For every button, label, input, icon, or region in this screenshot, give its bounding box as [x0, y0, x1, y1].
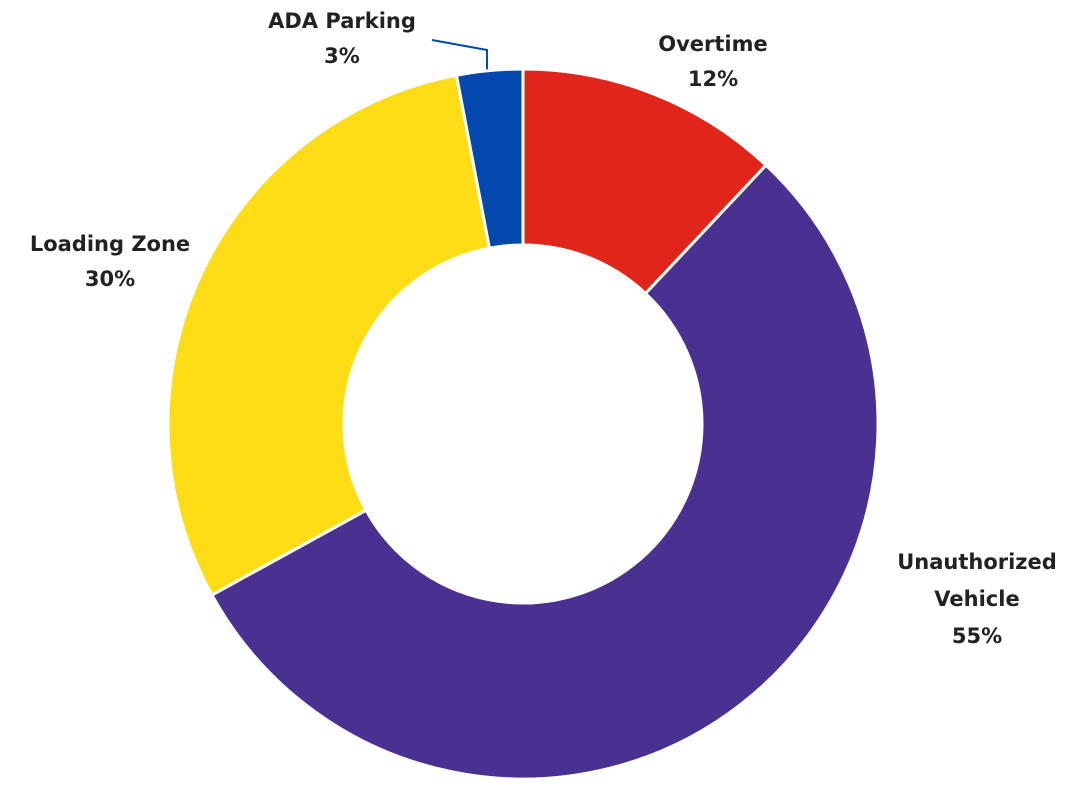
slice-label-line: Vehicle [934, 587, 1019, 611]
donut-slice [521, 67, 769, 296]
slice-value-label: 3% [324, 44, 360, 68]
leader-line [431, 39, 488, 70]
donut-slice [166, 73, 492, 598]
slice-label: Loading Zone [30, 232, 190, 256]
slice-value-label: 12% [688, 67, 738, 91]
slice-value-label: 30% [85, 267, 135, 291]
slice-label: Unauthorized Vehicle [897, 550, 1057, 611]
donut-slice [454, 67, 525, 250]
slice-value-label: 55% [952, 624, 1002, 648]
donut-slice [209, 163, 880, 781]
slice-label-line: Unauthorized [897, 550, 1057, 574]
slice-label: Overtime [658, 32, 768, 56]
slice-label: ADA Parking [268, 9, 416, 33]
